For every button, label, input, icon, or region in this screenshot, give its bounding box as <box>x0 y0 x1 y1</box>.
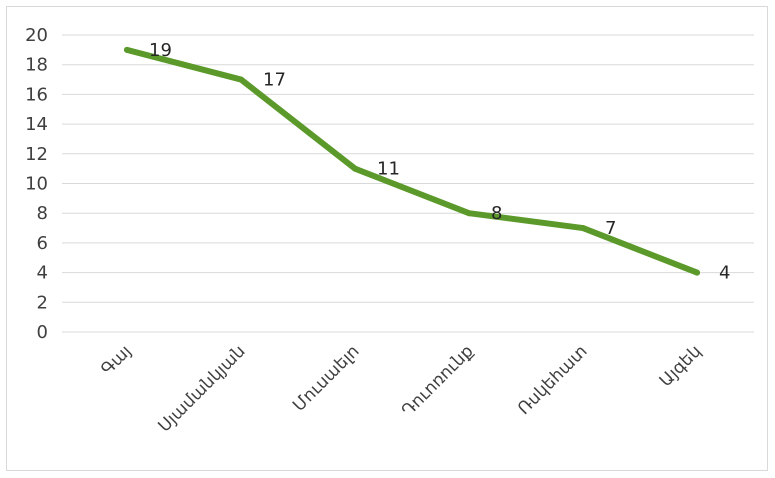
data-point <box>580 225 586 232</box>
y-tick-label: 20 <box>25 25 48 46</box>
data-label: 4 <box>719 263 730 284</box>
data-labels: 19 17 11 8 7 4 <box>149 40 730 284</box>
y-tick-label: 14 <box>25 114 48 135</box>
series-group <box>124 46 700 276</box>
x-tick-label: Դուոռունք <box>398 341 478 421</box>
y-axis-ticks: 0 2 4 6 8 10 12 14 16 18 20 <box>25 25 48 343</box>
data-label: 17 <box>263 70 286 91</box>
data-label: 8 <box>491 203 502 224</box>
y-tick-label: 2 <box>37 292 48 313</box>
y-tick-label: 12 <box>25 144 48 165</box>
chart-area <box>6 6 768 471</box>
x-tick-label: Մուսաելո <box>289 341 363 415</box>
data-point <box>466 210 472 217</box>
y-tick-label: 8 <box>37 203 48 224</box>
y-tick-label: 16 <box>25 84 48 105</box>
x-tick-label: Ռսկեհատ <box>514 341 592 419</box>
y-tick-label: 4 <box>37 263 48 284</box>
series-line <box>124 46 700 276</box>
data-point <box>124 46 130 53</box>
data-point <box>238 76 244 83</box>
y-tick-label: 18 <box>25 55 48 76</box>
data-label: 7 <box>605 218 616 239</box>
gridlines <box>62 34 754 333</box>
y-tick-label: 10 <box>25 174 48 195</box>
y-tick-label: 6 <box>37 233 48 254</box>
x-axis-ticks: Գայ Սյամանկյան Մուսաելո Դուոռունք Ռսկեհատ Այգ… <box>97 341 705 436</box>
x-tick-label: Սյամանկյան <box>154 341 249 436</box>
data-label: 19 <box>149 40 172 61</box>
y-tick-label: 0 <box>37 322 48 343</box>
data-point <box>694 269 700 276</box>
data-label: 11 <box>377 159 400 180</box>
x-tick-label: Այգեկ <box>656 341 706 391</box>
data-point <box>352 165 358 172</box>
x-tick-label: Գայ <box>97 341 135 379</box>
